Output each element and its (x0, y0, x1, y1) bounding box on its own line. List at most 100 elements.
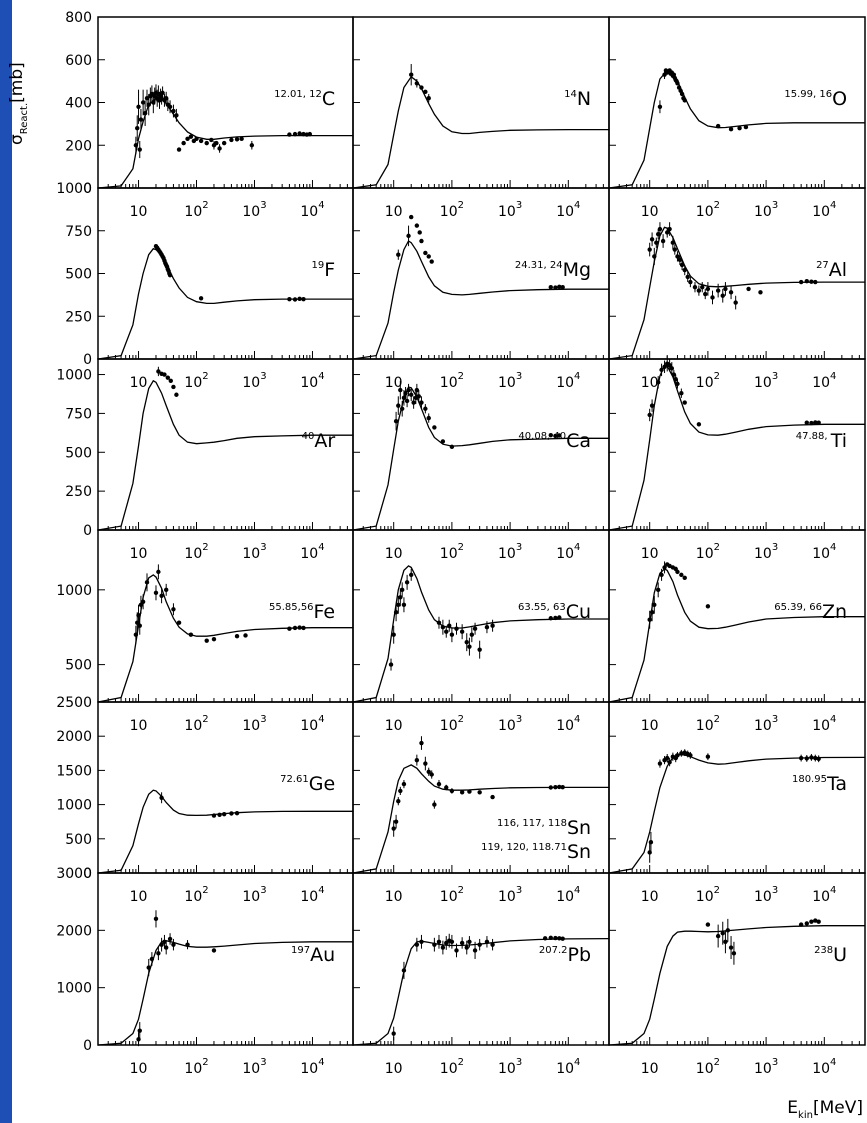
nucleus-label: 55.85,56Fe (269, 601, 335, 623)
data-point (419, 238, 424, 244)
data-point (804, 921, 809, 926)
nucleus-label: 63.55, 63Cu (518, 601, 591, 623)
data-point (234, 633, 240, 639)
data-point (440, 625, 446, 630)
data-point (401, 395, 407, 401)
x-tick-exponent: 4 (318, 371, 324, 382)
nucleus-element: Al (829, 259, 847, 281)
data-point (133, 143, 139, 148)
nucleus-mass-number: 27 (816, 260, 829, 271)
data-point (733, 300, 738, 305)
data-point (423, 250, 428, 256)
x-tick-label: 10 (385, 546, 403, 562)
nucleus-mass-number: 16 (819, 89, 832, 100)
x-tick-label: 102 (696, 200, 720, 220)
nucleus-label: 180.95Ta (792, 773, 847, 795)
x-tick-label: 103 (754, 714, 778, 734)
y-tick-label: 0 (83, 352, 92, 368)
x-tick-label: 10 (641, 546, 659, 562)
x-tick-label: 102 (696, 885, 720, 905)
y-tick-label: 1500 (56, 763, 92, 779)
x-tick-label: 103 (498, 714, 522, 734)
data-point (557, 784, 562, 790)
nucleus-element-2: Sn (567, 841, 591, 863)
x-tick-mantissa: 10 (696, 546, 714, 562)
data-point (557, 615, 562, 620)
nucleus-label: 197Au (291, 944, 335, 966)
data-point (138, 117, 144, 122)
data-point (682, 98, 687, 103)
x-tick-label: 104 (300, 714, 324, 734)
y-tick-label: 0 (83, 866, 92, 882)
data-point (809, 420, 814, 426)
data-point (211, 948, 217, 953)
data-point (399, 587, 405, 593)
nucleus-prefix: 40.08, (518, 431, 553, 442)
data-point (548, 432, 553, 438)
data-point (214, 140, 219, 146)
x-tick-mantissa: 10 (300, 546, 318, 562)
nucleus-prefix: 12.01, (274, 89, 309, 100)
x-tick-mantissa: 10 (556, 889, 574, 905)
x-tick-label: 102 (184, 200, 208, 220)
data-point (204, 140, 209, 146)
nucleus-label: 72.61Ge (280, 773, 335, 795)
panel-frame (608, 872, 866, 1046)
x-tick-exponent: 3 (516, 200, 522, 211)
nucleus-label: 24.31, 24Mg (515, 259, 591, 281)
data-point (144, 580, 150, 585)
x-tick-mantissa: 10 (556, 204, 574, 220)
data-point (804, 278, 809, 284)
data-point (553, 285, 558, 290)
x-tick-exponent: 3 (516, 542, 522, 553)
data-point (477, 790, 482, 795)
x-tick-exponent: 2 (202, 371, 208, 382)
x-tick-mantissa: 10 (498, 1061, 516, 1077)
data-point (419, 400, 424, 405)
data-point (660, 238, 666, 244)
nucleus-label: 27Al (816, 259, 847, 281)
x-tick-mantissa: 10 (498, 546, 516, 562)
data-point (682, 267, 687, 273)
data-point (655, 587, 661, 593)
data-point (649, 403, 655, 408)
y-tick-label: 800 (65, 10, 92, 26)
x-tick-exponent: 3 (260, 885, 266, 896)
nucleus-label: 19F (311, 259, 335, 281)
data-point (679, 262, 685, 268)
data-point (675, 569, 680, 575)
x-tick-label: 102 (696, 542, 720, 562)
data-point (720, 931, 725, 936)
x-tick-label: 103 (242, 542, 266, 562)
nucleus-element: C (322, 88, 335, 110)
data-point (167, 273, 173, 278)
x-tick-mantissa: 10 (130, 718, 148, 734)
data-point (647, 412, 652, 418)
x-tick-label: 104 (556, 371, 580, 391)
data-point (221, 140, 227, 146)
x-tick-mantissa: 10 (754, 375, 772, 391)
nucleus-element: O (832, 88, 847, 110)
nucleus-prefix: 72.61 (280, 774, 309, 785)
x-tick-mantissa: 10 (754, 718, 772, 734)
x-tick-exponent: 3 (772, 714, 778, 725)
data-point (710, 295, 715, 300)
data-point (467, 939, 472, 944)
data-point (188, 134, 194, 139)
nucleus-mass-number: 12 (309, 89, 322, 100)
x-tick-label: 103 (498, 1057, 522, 1077)
data-point (449, 939, 455, 944)
nucleus-element: Ar (314, 430, 335, 452)
data-point (560, 284, 565, 290)
x-tick-mantissa: 10 (242, 204, 260, 220)
data-point (211, 636, 217, 642)
x-tick-mantissa: 10 (385, 204, 403, 220)
data-point (477, 647, 482, 652)
data-point (416, 394, 421, 399)
x-tick-label: 102 (440, 371, 464, 391)
x-tick-label: 104 (300, 371, 324, 391)
x-tick-mantissa: 10 (812, 546, 830, 562)
data-point (171, 607, 176, 612)
